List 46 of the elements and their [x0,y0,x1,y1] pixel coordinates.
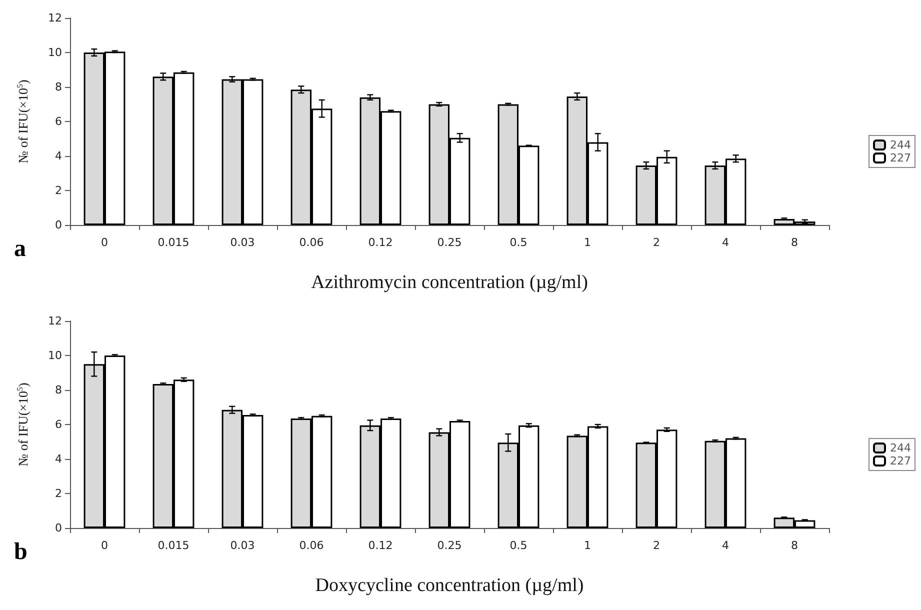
y-tick-label: 2 [55,184,62,197]
legend-label: 227 [890,152,912,164]
text: b [14,539,28,565]
x-tick-label: 0 [101,539,108,552]
y-tick-label: 2 [55,487,62,500]
legend-label: 244 [890,138,912,152]
x-tick-label: 0.015 [158,539,190,552]
x-tick-label: 1 [584,539,591,552]
y-tick-label: 4 [55,150,62,162]
y-tick-label: 10 [48,46,62,59]
x-tick-label: 2 [653,236,660,249]
x-tick-label: 0.06 [299,236,324,249]
x-tick-label: 0.12 [368,236,393,249]
x-tick-label: 0 [101,236,108,249]
x-tick-label: 1 [584,236,591,249]
x-tick-label: 4 [722,539,729,552]
y-tick-label: 10 [48,349,62,362]
x-tick-label: 0.12 [368,539,393,552]
x-tick-label: 0.5 [510,539,528,552]
y-tick-label: 8 [55,384,62,396]
y-tick-label: 8 [55,80,62,94]
y-axis-title: № of IFU(×105) [16,80,30,164]
x-axis-title: Doxycycline concentration (µg/ml) [315,575,584,596]
x-tick-label: 0.015 [158,236,190,249]
y-tick-label: 6 [55,115,62,128]
x-tick-label: 0.03 [230,236,255,249]
x-axis-title: Azithromycin concentration (µg/ml) [311,272,588,293]
text: a [14,236,26,262]
y-tick-label: 6 [55,418,62,431]
y-tick-label: 4 [55,452,62,466]
y-axis-title: № of IFU(×105) [16,382,30,466]
x-tick-label: 0.25 [437,236,462,249]
x-tick-label: 0.06 [299,539,324,552]
y-tick-label: 0 [55,218,62,232]
legend-label: 244 [890,442,912,454]
x-tick-label: 4 [722,236,729,249]
x-tick-label: 8 [791,539,798,552]
y-tick-label: 12 [48,314,62,328]
y-tick-label: 0 [55,522,62,534]
x-tick-label: 0.03 [230,539,255,552]
x-tick-label: 2 [653,539,660,552]
y-tick-label: 12 [48,12,62,24]
x-tick-label: 8 [791,236,798,249]
x-tick-label: 0.25 [437,539,462,552]
x-tick-label: 0.5 [510,236,528,249]
legend-label: 227 [890,454,912,468]
